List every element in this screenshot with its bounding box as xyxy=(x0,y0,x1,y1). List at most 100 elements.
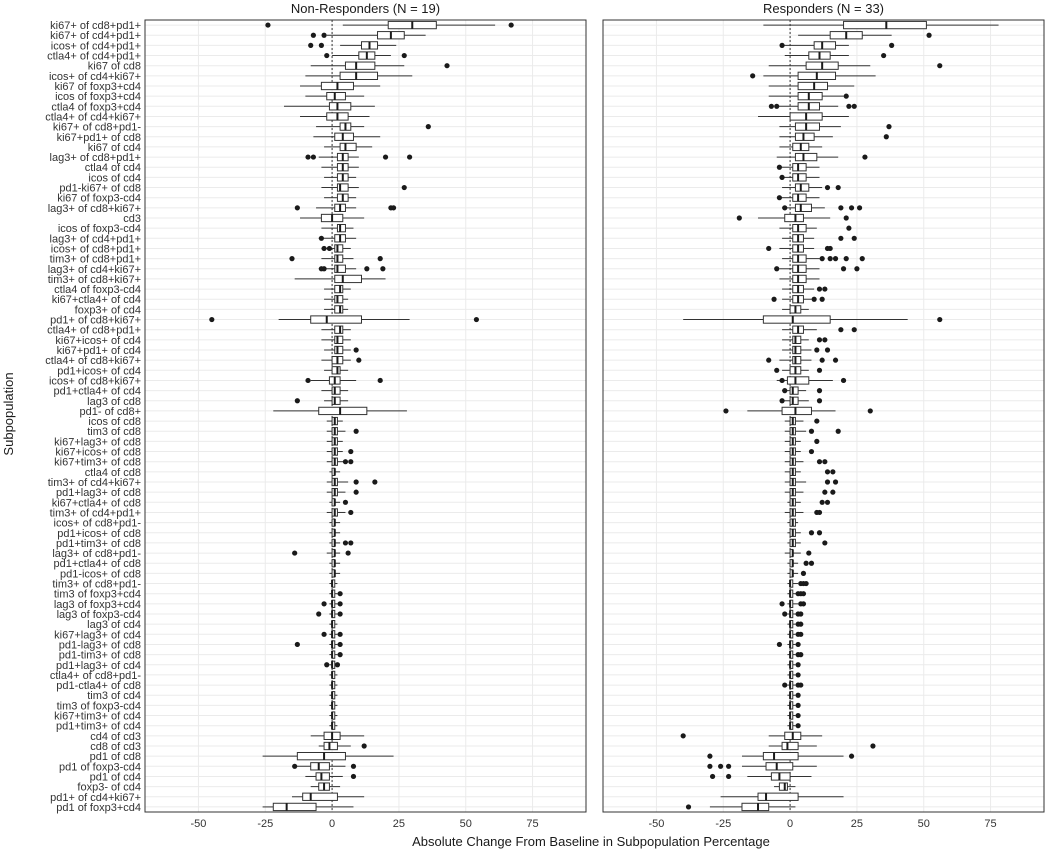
x-tick-label: 25 xyxy=(393,818,405,830)
outlier-point xyxy=(827,256,833,262)
boxplot-51 xyxy=(787,528,823,537)
boxplot-41 xyxy=(326,427,359,436)
outlier-point xyxy=(407,154,413,160)
category-label: icos+ of cd4+pd1+ xyxy=(51,40,141,52)
outlier-point xyxy=(348,459,354,465)
boxplot-28 xyxy=(324,295,349,304)
boxplot-8 xyxy=(768,91,849,101)
boxplot-22 xyxy=(782,234,857,243)
category-label: ki67+lag3+ of cd4 xyxy=(54,629,141,641)
category-label: icos+ of cd8+ki67+ xyxy=(49,375,141,387)
category-label: ki67+ of cd8+pd1+ xyxy=(50,20,141,32)
outlier-point xyxy=(709,773,716,780)
box-iqr xyxy=(797,81,829,91)
category-label: ki67+ of cd8+pd1- xyxy=(53,122,141,134)
category-label: pd1+icos+ of cd8 xyxy=(57,528,141,540)
box-iqr xyxy=(315,772,330,781)
boxplot-22 xyxy=(318,234,357,243)
category-label: lag3+ of cd8+pd1+ xyxy=(50,152,141,164)
box-iqr xyxy=(334,284,344,294)
outlier-point xyxy=(881,52,887,59)
box-iqr xyxy=(331,396,341,405)
boxplot-53 xyxy=(784,548,812,558)
outlier-point xyxy=(851,235,857,241)
outlier-point xyxy=(364,266,370,272)
category-label: pd1+ of cd8+ki67+ xyxy=(50,315,141,327)
boxplot-9 xyxy=(768,102,857,111)
boxplot-43 xyxy=(784,447,815,456)
boxplot-35 xyxy=(324,366,349,375)
box-iqr xyxy=(792,254,807,263)
outlier-point xyxy=(289,256,295,262)
category-label: tim3 of cd8 xyxy=(87,426,141,438)
outlier-point xyxy=(337,631,343,637)
category-label: pd1+lag3+ of cd4 xyxy=(56,660,141,672)
outlier-point xyxy=(768,103,774,109)
outlier-point xyxy=(337,601,343,607)
boxplot-44 xyxy=(326,457,354,466)
boxplot-67 xyxy=(329,691,338,700)
outlier-point xyxy=(321,245,327,252)
box-iqr xyxy=(334,274,362,284)
boxplot-19 xyxy=(294,203,397,213)
outlier-point xyxy=(840,377,847,384)
outlier-point xyxy=(854,266,860,272)
outlier-point xyxy=(816,509,823,516)
boxplot-10 xyxy=(300,112,370,121)
outlier-point xyxy=(685,804,692,810)
category-label: pd1 of foxp3-cd4 xyxy=(59,761,141,773)
box-iqr xyxy=(792,223,807,233)
category-label: tim3+ of cd8+ki67+ xyxy=(48,274,141,286)
box-iqr xyxy=(741,802,770,812)
outlier-point xyxy=(342,499,349,505)
outlier-point xyxy=(832,479,839,485)
outlier-point xyxy=(334,662,341,668)
boxplot-48 xyxy=(329,498,349,507)
boxplot-52 xyxy=(329,538,354,548)
boxplot-33 xyxy=(324,345,359,355)
outlier-point xyxy=(782,205,788,211)
outlier-point xyxy=(401,52,407,59)
category-label: icos+ of cd8+pd1+ xyxy=(51,243,141,255)
category-label: ctla4+ of cd8+pd1+ xyxy=(47,325,141,337)
box-iqr xyxy=(813,41,837,50)
x-tick-label: 50 xyxy=(918,818,930,830)
x-tick-label: -50 xyxy=(649,818,665,830)
outlier-point xyxy=(377,256,383,262)
outlier-point xyxy=(795,712,801,719)
boxplot-26 xyxy=(779,274,820,284)
outlier-point xyxy=(348,509,354,516)
boxplot-6 xyxy=(750,71,876,81)
boxplot-25 xyxy=(318,264,386,273)
box-iqr xyxy=(843,20,927,30)
outlier-point xyxy=(305,377,311,384)
outlier-point xyxy=(824,469,831,475)
outlier-point xyxy=(356,357,362,363)
outlier-point xyxy=(348,540,354,546)
outlier-point xyxy=(795,723,801,729)
category-label: pd1+tim3+ of cd4 xyxy=(56,721,141,733)
outlier-point xyxy=(795,662,801,668)
box-iqr xyxy=(334,254,344,263)
outlier-point xyxy=(798,652,804,658)
outlier-point xyxy=(766,357,772,363)
boxplot-74 xyxy=(707,762,817,771)
boxplot-36 xyxy=(776,376,847,385)
boxplot-63 xyxy=(329,650,343,659)
category-label: pd1-tim3+ of cd8 xyxy=(59,650,141,662)
outlier-point xyxy=(318,235,324,241)
boxplot-78 xyxy=(685,802,796,812)
box-iqr xyxy=(762,751,799,761)
outlier-point xyxy=(294,398,300,404)
outlier-point xyxy=(774,103,780,109)
boxplot-3 xyxy=(779,41,895,50)
category-label: pd1- of cd8+ xyxy=(80,406,141,418)
boxplot-75 xyxy=(305,772,357,781)
category-label: foxp3- of cd4 xyxy=(77,782,141,794)
boxplot-26 xyxy=(294,274,386,284)
boxplot-7 xyxy=(300,81,381,91)
outlier-point xyxy=(816,459,823,465)
category-label: lag3 of cd4 xyxy=(87,619,141,631)
boxplot-21 xyxy=(779,223,852,233)
